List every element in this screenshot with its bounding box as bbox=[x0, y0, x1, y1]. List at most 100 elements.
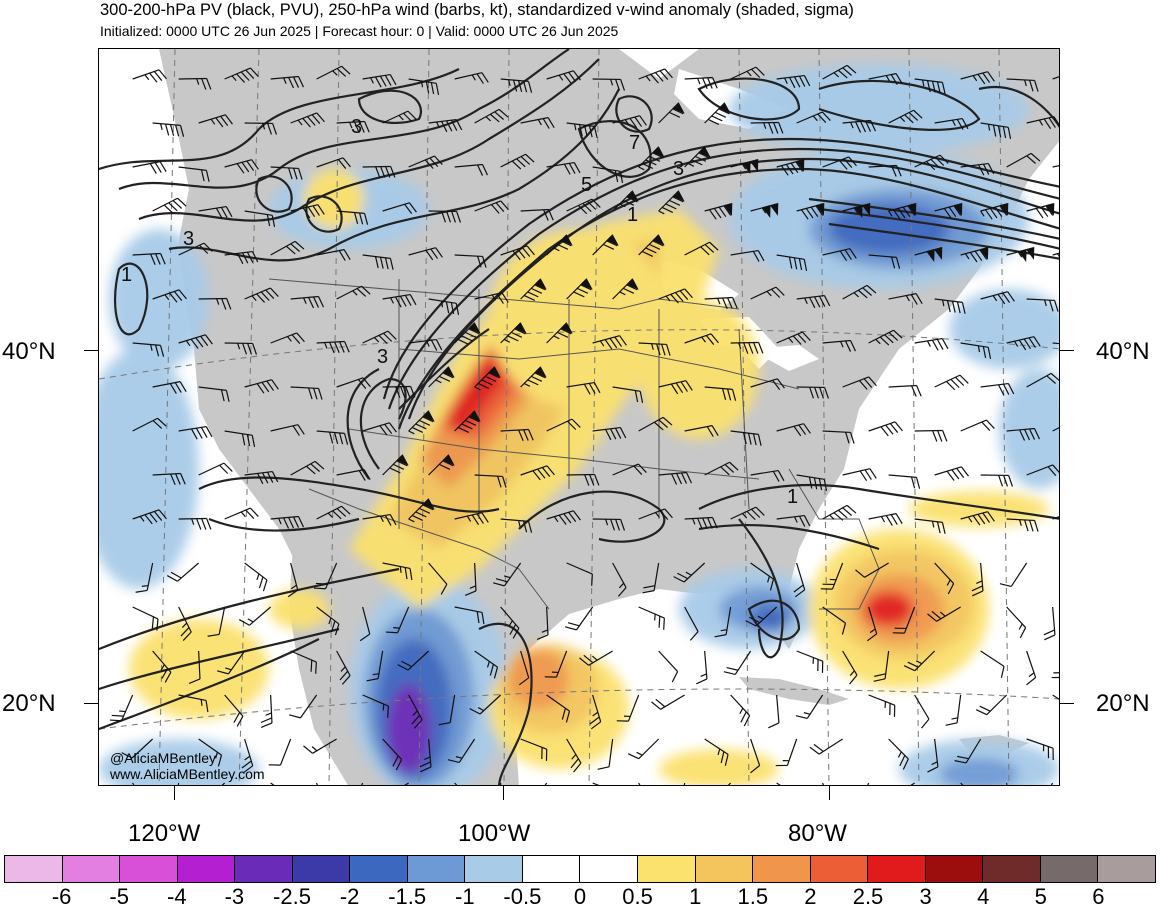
wind-barb bbox=[408, 155, 443, 169]
wind-barb bbox=[960, 511, 995, 526]
wind-barb bbox=[270, 424, 305, 436]
wind-barb bbox=[980, 382, 1015, 396]
wind-barb bbox=[224, 430, 256, 447]
wind-barb bbox=[638, 146, 665, 171]
wind-barbs bbox=[109, 64, 1059, 785]
wind-barb bbox=[903, 650, 936, 672]
wind-barb bbox=[704, 202, 733, 220]
wind-barb bbox=[152, 381, 187, 394]
wind-barb bbox=[775, 738, 798, 767]
wind-barb bbox=[927, 738, 939, 773]
wind-barb bbox=[397, 650, 430, 671]
colorbar-swatch bbox=[407, 856, 466, 882]
wind-barb bbox=[809, 738, 843, 755]
wind-barb bbox=[316, 65, 351, 80]
colorbar-swatch bbox=[580, 856, 639, 882]
wind-barb bbox=[730, 249, 765, 262]
wind-barb bbox=[500, 245, 535, 261]
wind-barb bbox=[198, 205, 233, 219]
contour-label: 1 bbox=[121, 264, 132, 286]
wind-barb bbox=[546, 70, 581, 84]
wind-barb bbox=[612, 463, 647, 476]
colorbar-swatch bbox=[62, 856, 121, 882]
wind-barb bbox=[566, 122, 598, 138]
colorbar-tick-label: 4 bbox=[977, 884, 990, 909]
wind-barb bbox=[934, 466, 969, 481]
wind-barb bbox=[566, 381, 601, 395]
wind-barb bbox=[638, 606, 665, 630]
wind-barb bbox=[474, 108, 509, 124]
credit-block: @AliciaMBentley www.AliciaMBentley.com bbox=[110, 750, 265, 782]
wind-barb bbox=[152, 472, 186, 486]
lat-tick bbox=[84, 350, 98, 351]
wind-barb bbox=[696, 650, 708, 685]
wind-barb bbox=[500, 606, 520, 639]
wind-barb bbox=[980, 122, 1012, 139]
wind-barb bbox=[530, 782, 548, 785]
wind-barb bbox=[980, 291, 1015, 305]
wind-barb bbox=[776, 514, 811, 527]
wind-barb bbox=[975, 694, 1008, 716]
colorbar-tick-label: 2 bbox=[804, 884, 817, 909]
wind-barb bbox=[336, 650, 351, 685]
colorbar-swatch bbox=[465, 856, 523, 882]
colorbar-swatch bbox=[292, 856, 351, 882]
wind-barb bbox=[868, 73, 903, 85]
colorbar-tick-label: 5 bbox=[1034, 884, 1047, 909]
wind-barb bbox=[546, 234, 573, 256]
colorbar-swatch bbox=[1040, 856, 1099, 882]
wind-barb bbox=[658, 288, 693, 304]
wind-barb bbox=[132, 509, 167, 525]
wind-barb bbox=[217, 650, 246, 675]
wind-barb bbox=[592, 782, 619, 785]
lon-tick bbox=[174, 786, 175, 800]
colorbar-tick-label: -0.5 bbox=[503, 884, 542, 909]
wind-barb bbox=[270, 166, 303, 180]
wind-barb bbox=[638, 342, 671, 356]
wind-barb bbox=[750, 738, 761, 774]
lat-label-40n-left: 40°N bbox=[2, 338, 56, 365]
wind-barb bbox=[241, 738, 254, 774]
colorbar-tick-label: -2.5 bbox=[273, 884, 311, 909]
wind-barb bbox=[888, 202, 917, 220]
wind-barb bbox=[914, 154, 949, 171]
wind-barb bbox=[723, 650, 752, 675]
wind-barb bbox=[776, 158, 805, 176]
colorbar-swatch bbox=[235, 856, 293, 882]
wind-barb bbox=[198, 297, 232, 310]
wind-barb bbox=[684, 76, 718, 90]
wind-barb bbox=[152, 650, 172, 683]
colorbar-swatch bbox=[983, 856, 1041, 882]
wind-barb bbox=[684, 333, 719, 345]
wind-barb bbox=[868, 164, 902, 177]
wind-barb bbox=[684, 606, 699, 641]
lat-label-20n-left: 20°N bbox=[2, 690, 56, 717]
wind-barb bbox=[776, 331, 811, 345]
wind-barb bbox=[238, 606, 272, 626]
wind-barb bbox=[244, 379, 279, 394]
wind-barb bbox=[822, 606, 847, 635]
wind-barb bbox=[1052, 247, 1059, 264]
wind-barb bbox=[382, 293, 417, 308]
wind-barb bbox=[658, 190, 685, 215]
wind-barb bbox=[474, 650, 499, 679]
wind-barb bbox=[842, 119, 877, 133]
wind-barb bbox=[336, 285, 371, 300]
wind-barb bbox=[132, 342, 165, 357]
wind-barb bbox=[224, 342, 258, 355]
wind-barb bbox=[290, 112, 325, 128]
lon-label-80w: 80°W bbox=[788, 820, 847, 847]
wind-barb bbox=[408, 338, 443, 351]
wind-barb bbox=[1026, 372, 1059, 388]
wind-barb bbox=[178, 517, 212, 530]
wind-barb bbox=[438, 694, 456, 726]
wind-barb bbox=[224, 694, 244, 727]
wind-barb bbox=[673, 562, 706, 583]
wind-barb bbox=[566, 278, 593, 300]
wind-barb bbox=[822, 430, 855, 444]
wind-barb bbox=[960, 162, 995, 176]
wind-barb bbox=[565, 606, 594, 631]
wind-barb bbox=[366, 650, 384, 682]
wind-barb bbox=[109, 694, 134, 722]
wind-barb bbox=[1006, 606, 1027, 639]
